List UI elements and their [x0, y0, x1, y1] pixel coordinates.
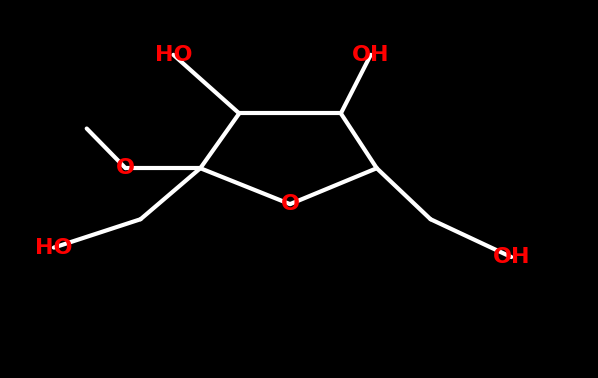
Text: OH: OH	[352, 45, 389, 65]
Text: O: O	[280, 194, 300, 214]
Text: O: O	[116, 158, 135, 178]
Text: HO: HO	[155, 45, 192, 65]
Text: OH: OH	[493, 247, 530, 267]
Text: HO: HO	[35, 238, 72, 257]
